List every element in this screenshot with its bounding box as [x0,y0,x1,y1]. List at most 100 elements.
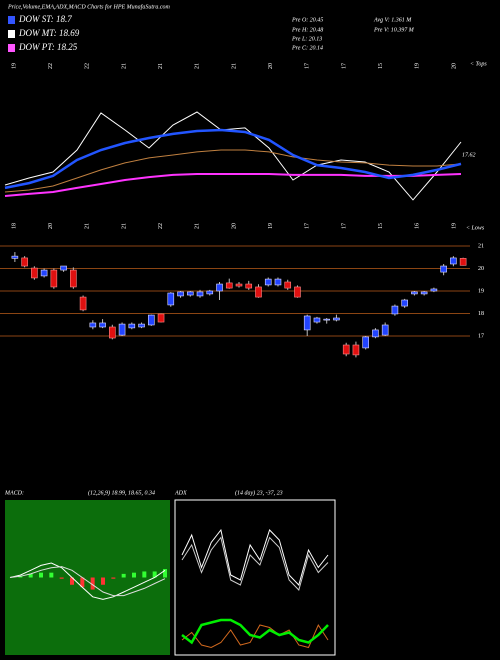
candle-body [167,292,175,306]
candle-body [245,283,253,289]
date-label: 21 [195,63,201,69]
lows-label: < Lows [466,225,485,231]
date-label: 20 [48,223,54,229]
tops-label: < Tops [470,61,487,67]
date-label: 19 [415,63,421,69]
y-tick-label: 19 [478,288,484,294]
macd-histogram-bar [101,577,105,585]
macd-title: MACD: [4,490,24,496]
candle-body [411,291,418,295]
date-label: 21 [121,63,127,69]
date-label: 20 [268,63,274,69]
date-label: 16 [415,223,421,229]
date-label: 21 [121,223,127,229]
macd-histogram-bar [49,572,54,578]
candle-body [31,267,38,279]
macd-histogram-bar [39,572,43,578]
adx-line [181,618,329,645]
adx-params: (14 day) 23, -37, 23 [235,489,283,496]
date-label: 20 [451,63,457,69]
candle-body [391,305,399,315]
candle-body [118,323,126,336]
candle-body [264,278,272,286]
candle-body [196,291,204,297]
legend-label: DOW ST: 18.7 [18,14,72,24]
date-label: 22 [85,63,91,69]
candle-body [186,291,194,296]
candle-body [40,269,48,277]
candle-body [79,296,87,311]
candle-body [147,314,155,326]
candle-body [255,286,262,298]
macd-histogram-bar [121,573,126,578]
candle-body [89,322,97,328]
candle-body [138,323,145,328]
candle-body [333,317,340,321]
candle-body [60,265,67,271]
candle-body [381,324,389,336]
candle-body [99,322,106,328]
candle-body [206,290,214,295]
candle-body [70,269,77,288]
signal-line [9,566,166,597]
last-price-label: 17.62 [462,152,476,158]
page-title: Price,Volume,EMA,ADX,MACD Charts for HPE… [7,3,170,10]
macd-line [9,562,166,600]
macd-histogram-bar [90,577,95,590]
candle-body [401,299,408,307]
candle-body [420,291,428,295]
y-tick-label: 17 [478,333,484,339]
candle-body [323,318,331,321]
stat: Pre V: 10.397 M [373,27,415,33]
macd-histogram-bar [132,572,136,578]
stat: Pre O: 20.45 [291,16,323,23]
macd-histogram-bar [80,577,85,588]
date-label: 21 [158,63,164,69]
candle-body [11,255,19,259]
candle-body [313,317,321,323]
y-tick-label: 20 [478,266,484,272]
date-label: 19 [11,63,17,69]
ema-line [4,128,462,190]
adx-line [181,528,329,586]
candle-body [284,281,292,289]
date-label: 22 [48,63,54,69]
candle-body [157,313,165,323]
candle-body [294,286,301,298]
candle-body [430,288,438,292]
ema-line [4,111,462,201]
date-label: 17 [341,63,347,69]
candle-body [21,257,28,267]
macd-histogram-bar [28,573,33,578]
macd-histogram-bar [59,577,64,579]
date-label: 15 [378,63,384,69]
candle-body [274,278,282,286]
legend-swatch [8,44,15,52]
date-label: 21 [85,223,91,229]
candle-body [362,336,369,349]
y-tick-label: 21 [478,243,484,249]
stat: Avg V: 1.361 M [373,17,412,23]
legend-label: DOW PT: 18.25 [18,42,78,52]
macd-histogram-bar [163,569,167,578]
candle-body [109,326,116,339]
date-label: 17 [341,223,347,229]
candle-body [303,315,311,331]
macd-histogram-bar [70,577,74,585]
candle-body [235,283,243,287]
legend-label: DOW MT: 18.69 [18,28,80,38]
date-label: 18 [11,223,17,229]
macd-histogram-bar [18,576,23,578]
date-label: 19 [268,223,274,229]
candle-body [50,269,58,288]
candle-body [177,291,184,297]
candle-body [128,323,136,329]
legend-swatch [8,16,15,24]
macd-histogram-bar [152,571,157,578]
date-label: 20 [231,223,237,229]
y-tick-label: 18 [478,311,484,317]
macd-histogram-bar [142,571,147,578]
candle-body [372,329,379,338]
macd-histogram-bar [111,577,116,579]
